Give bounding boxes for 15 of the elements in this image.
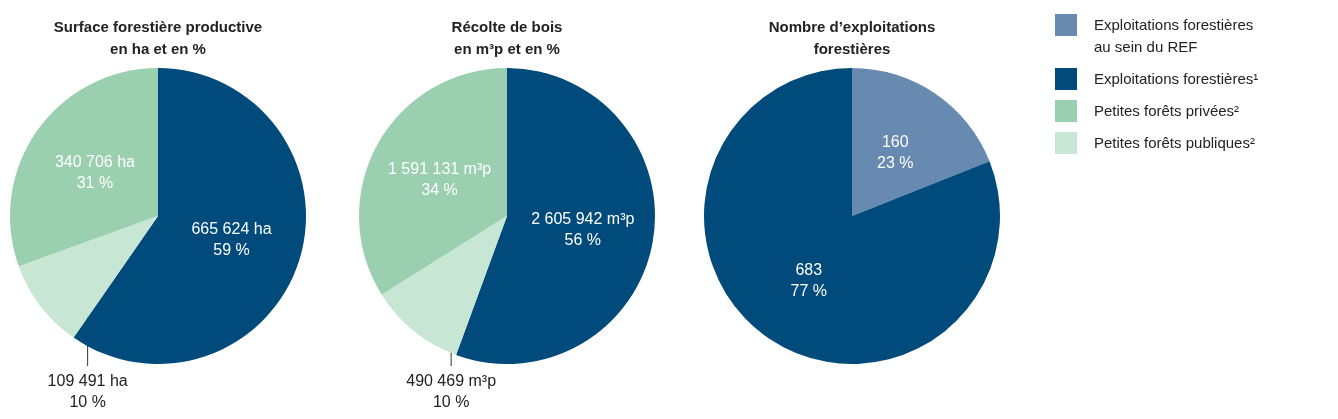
data-label: 2 605 942 m³p 56 % bbox=[531, 210, 635, 249]
legend-label: Exploitations forestières¹ bbox=[1094, 69, 1259, 89]
legend-label: Exploitations forestières au sein du REF bbox=[1094, 15, 1254, 57]
data-label: 665 624 ha 59 % bbox=[191, 220, 272, 258]
data-label: 1 591 131 m³p 34 % bbox=[388, 159, 492, 198]
data-label: 160 23 % bbox=[877, 133, 914, 172]
data-label: 340 706 ha 31 % bbox=[54, 152, 136, 191]
legend-label: Petites forêts publiques² bbox=[1094, 133, 1255, 153]
chart-title: Surface forestière productive en ha et en % bbox=[53, 17, 263, 57]
data-label: 683 77 % bbox=[790, 260, 827, 299]
legend-label: Petites forêts privées² bbox=[1094, 101, 1240, 121]
chart-title: Récolte de bois en m³p et en % bbox=[451, 17, 563, 57]
data-label: 109 491 ha 10 % bbox=[47, 372, 128, 410]
text: Nombre d’exploitations forestières bbox=[768, 17, 936, 57]
data-label: 490 469 m³p 10 % bbox=[406, 372, 497, 410]
